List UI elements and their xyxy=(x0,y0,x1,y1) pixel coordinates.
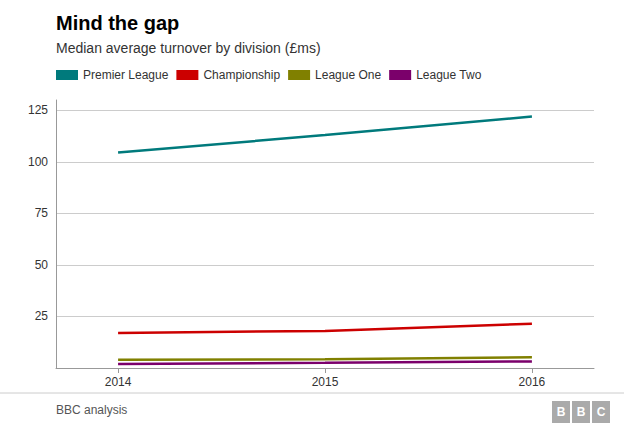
svg-text:100: 100 xyxy=(28,155,48,169)
svg-text:Median average turnover by div: Median average turnover by division (£ms… xyxy=(56,40,321,56)
svg-text:League One: League One xyxy=(315,68,381,82)
svg-text:C: C xyxy=(597,405,606,419)
svg-text:Mind the gap: Mind the gap xyxy=(56,12,179,34)
svg-text:League Two: League Two xyxy=(416,68,481,82)
svg-text:75: 75 xyxy=(35,206,49,220)
svg-text:50: 50 xyxy=(35,258,49,272)
svg-text:B: B xyxy=(557,405,566,419)
svg-text:Championship: Championship xyxy=(203,68,280,82)
svg-text:2016: 2016 xyxy=(519,375,546,389)
svg-text:B: B xyxy=(577,405,586,419)
svg-text:125: 125 xyxy=(28,103,48,117)
svg-text:2014: 2014 xyxy=(105,375,132,389)
svg-text:Premier League: Premier League xyxy=(83,68,169,82)
svg-text:25: 25 xyxy=(35,309,49,323)
svg-text:2015: 2015 xyxy=(312,375,339,389)
svg-text:BBC analysis: BBC analysis xyxy=(56,403,127,417)
